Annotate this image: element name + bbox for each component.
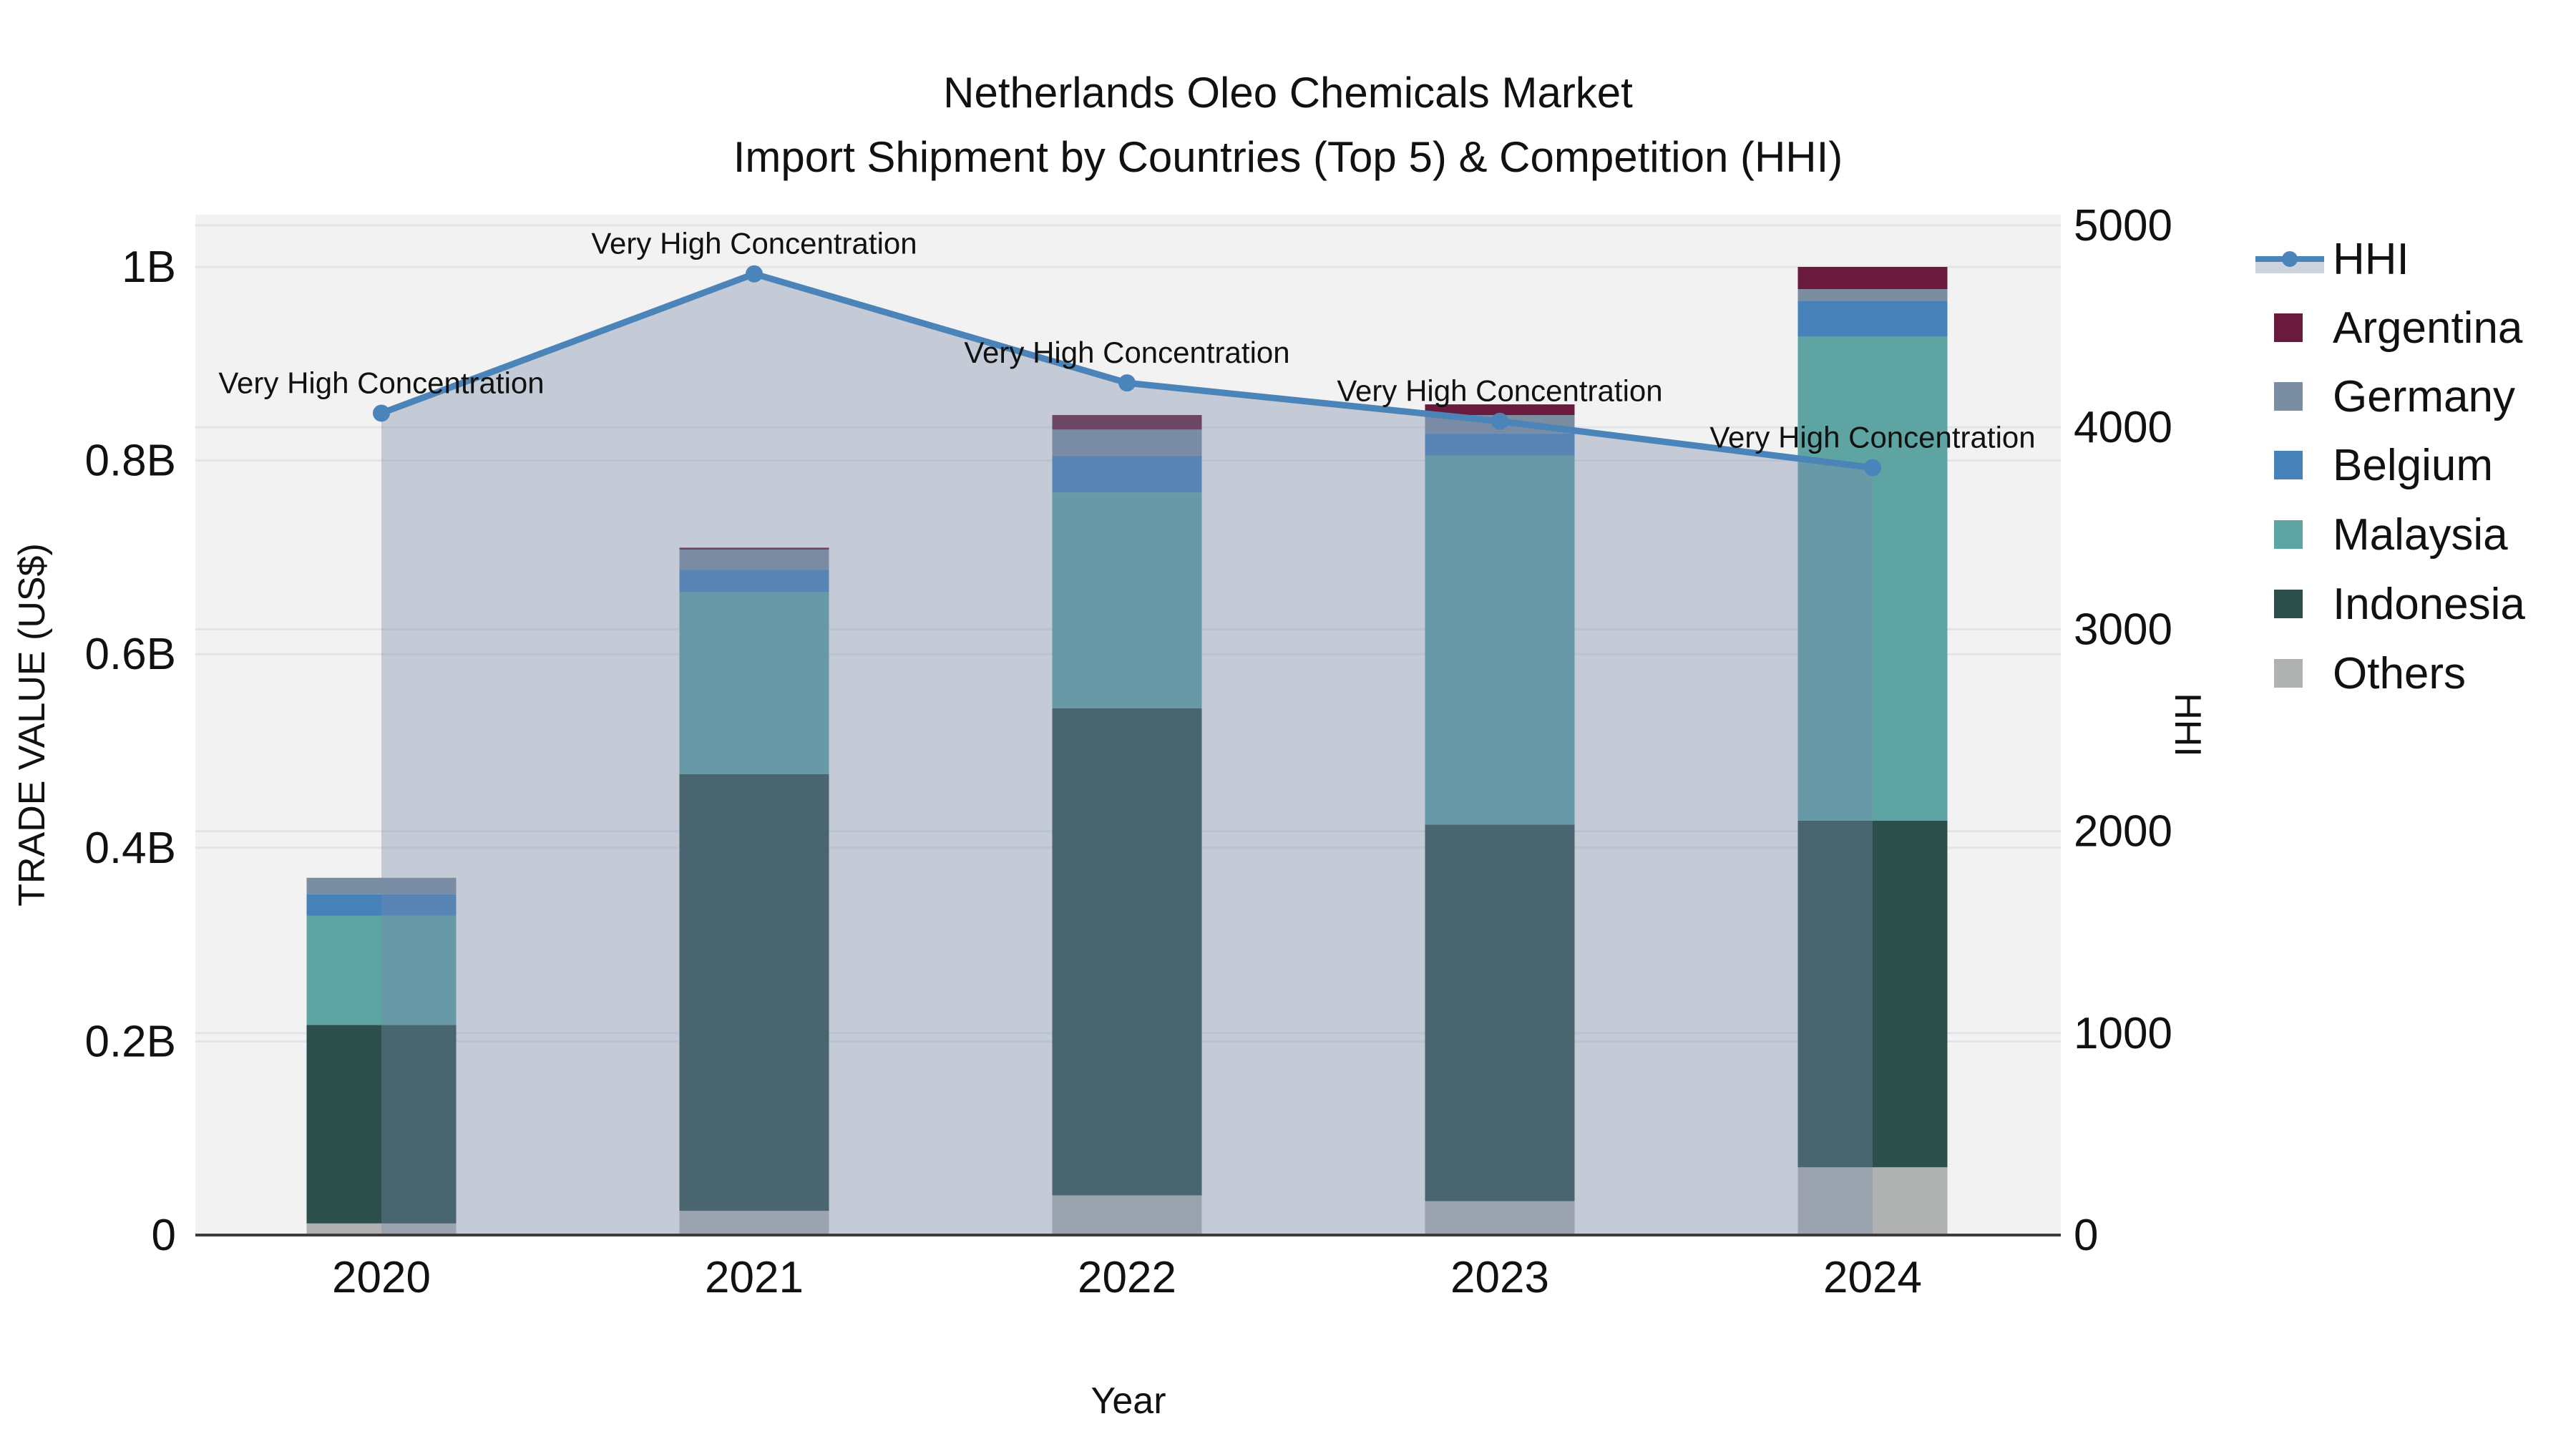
y2-axis-title: HHI <box>2167 693 2208 757</box>
legend-label-belgium: Belgium <box>2333 441 2493 490</box>
annotation-2020: Very High Concentration <box>218 366 544 399</box>
legend-swatch-germany <box>2274 382 2303 411</box>
bar-2022-malaysia[interactable] <box>1052 492 1202 708</box>
bar-2022-belgium[interactable] <box>1052 455 1202 493</box>
hhi-marker-2020[interactable] <box>373 404 390 422</box>
y-axis-title: TRADE VALUE (US$) <box>11 543 53 907</box>
legend-item-others[interactable]: Others <box>2274 649 2466 698</box>
y-tick-0.2B: 0.2B <box>84 1017 176 1066</box>
y2-tick-5000: 5000 <box>2074 201 2172 250</box>
hhi-marker-2022[interactable] <box>1118 374 1136 392</box>
legend-swatch-argentina <box>2274 313 2303 342</box>
legend-item-indonesia[interactable]: Indonesia <box>2274 580 2525 629</box>
hhi-area-fill <box>381 273 1873 1235</box>
bar-2022-indonesia[interactable] <box>1052 708 1202 1196</box>
hhi-marker-2024[interactable] <box>1864 459 1881 477</box>
bar-2023-others[interactable] <box>1425 1201 1575 1235</box>
annotation-2023: Very High Concentration <box>1337 374 1662 408</box>
bar-2021-belgium[interactable] <box>679 570 829 592</box>
annotation-2021: Very High Concentration <box>591 227 917 260</box>
legend-item-argentina[interactable]: Argentina <box>2274 303 2523 353</box>
legend-label-germany: Germany <box>2333 372 2515 421</box>
legend-label-argentina: Argentina <box>2333 303 2523 353</box>
bar-2024-argentina[interactable] <box>1797 267 1948 290</box>
x-tick-2020: 2020 <box>332 1253 431 1302</box>
bar-2021-malaysia[interactable] <box>679 592 829 774</box>
legend-label-hhi: HHI <box>2333 235 2409 284</box>
bar-2020-others[interactable] <box>306 1223 457 1235</box>
legend-item-hhi[interactable]: HHI <box>2255 235 2409 284</box>
legend-swatch-malaysia <box>2274 520 2303 549</box>
hhi-legend-area-swatch <box>2255 262 2324 273</box>
legend-label-others: Others <box>2333 649 2466 698</box>
bar-2022-germany[interactable] <box>1052 429 1202 456</box>
bar-2023-indonesia[interactable] <box>1425 824 1575 1201</box>
legend-item-malaysia[interactable]: Malaysia <box>2274 510 2508 560</box>
bar-2021-argentina[interactable] <box>679 547 829 550</box>
bar-2022-others[interactable] <box>1052 1195 1202 1235</box>
y-tick-0.6B: 0.6B <box>84 630 176 679</box>
bar-2020-belgium[interactable] <box>306 894 457 916</box>
hhi-legend-marker-swatch <box>2282 251 2298 267</box>
chart-title-line2: Import Shipment by Countries (Top 5) & C… <box>733 133 1843 181</box>
x-tick-2021: 2021 <box>705 1253 804 1302</box>
hhi-marker-2023[interactable] <box>1491 412 1508 430</box>
bar-2024-malaysia[interactable] <box>1797 336 1948 821</box>
y-tick-0.4B: 0.4B <box>84 824 176 873</box>
x-tick-2022: 2022 <box>1078 1253 1176 1302</box>
legend-item-belgium[interactable]: Belgium <box>2274 441 2493 490</box>
bar-2020-indonesia[interactable] <box>306 1025 457 1224</box>
annotation-2022: Very High Concentration <box>964 336 1289 369</box>
y2-tick-0: 0 <box>2074 1211 2098 1260</box>
bar-2024-others[interactable] <box>1797 1167 1948 1235</box>
hhi-marker-2021[interactable] <box>746 265 763 283</box>
chart-title-line1: Netherlands Oleo Chemicals Market <box>943 69 1633 117</box>
legend-label-indonesia: Indonesia <box>2333 580 2525 629</box>
x-axis-title: Year <box>1091 1380 1166 1422</box>
x-tick-2023: 2023 <box>1450 1253 1549 1302</box>
bar-2020-malaysia[interactable] <box>306 915 457 1025</box>
bar-2022-argentina[interactable] <box>1052 415 1202 430</box>
annotation-2024: Very High Concentration <box>1709 421 2035 454</box>
bar-2023-argentina[interactable] <box>1425 404 1575 416</box>
legend-item-germany[interactable]: Germany <box>2274 372 2515 421</box>
legend-swatch-others <box>2274 659 2303 688</box>
bar-2021-germany[interactable] <box>679 550 829 570</box>
x-tick-2024: 2024 <box>1823 1253 1922 1302</box>
bar-2023-malaysia[interactable] <box>1425 455 1575 825</box>
legend-swatch-belgium <box>2274 451 2303 479</box>
y-tick-1B: 1B <box>122 243 176 292</box>
bar-2024-germany[interactable] <box>1797 289 1948 301</box>
legend-swatch-indonesia <box>2274 590 2303 618</box>
y2-tick-3000: 3000 <box>2074 605 2172 654</box>
bar-2020-germany[interactable] <box>306 877 457 894</box>
y-tick-0: 0 <box>152 1211 176 1260</box>
bar-2024-indonesia[interactable] <box>1797 820 1948 1168</box>
legend-label-malaysia: Malaysia <box>2333 510 2508 560</box>
y2-tick-1000: 1000 <box>2074 1009 2172 1058</box>
y2-tick-4000: 4000 <box>2074 403 2172 452</box>
y-tick-0.8B: 0.8B <box>84 436 176 486</box>
y2-tick-2000: 2000 <box>2074 807 2172 857</box>
bar-2023-belgium[interactable] <box>1425 433 1575 456</box>
bar-2024-belgium[interactable] <box>1797 301 1948 337</box>
bar-2021-indonesia[interactable] <box>679 774 829 1211</box>
bar-2021-others[interactable] <box>679 1211 829 1235</box>
